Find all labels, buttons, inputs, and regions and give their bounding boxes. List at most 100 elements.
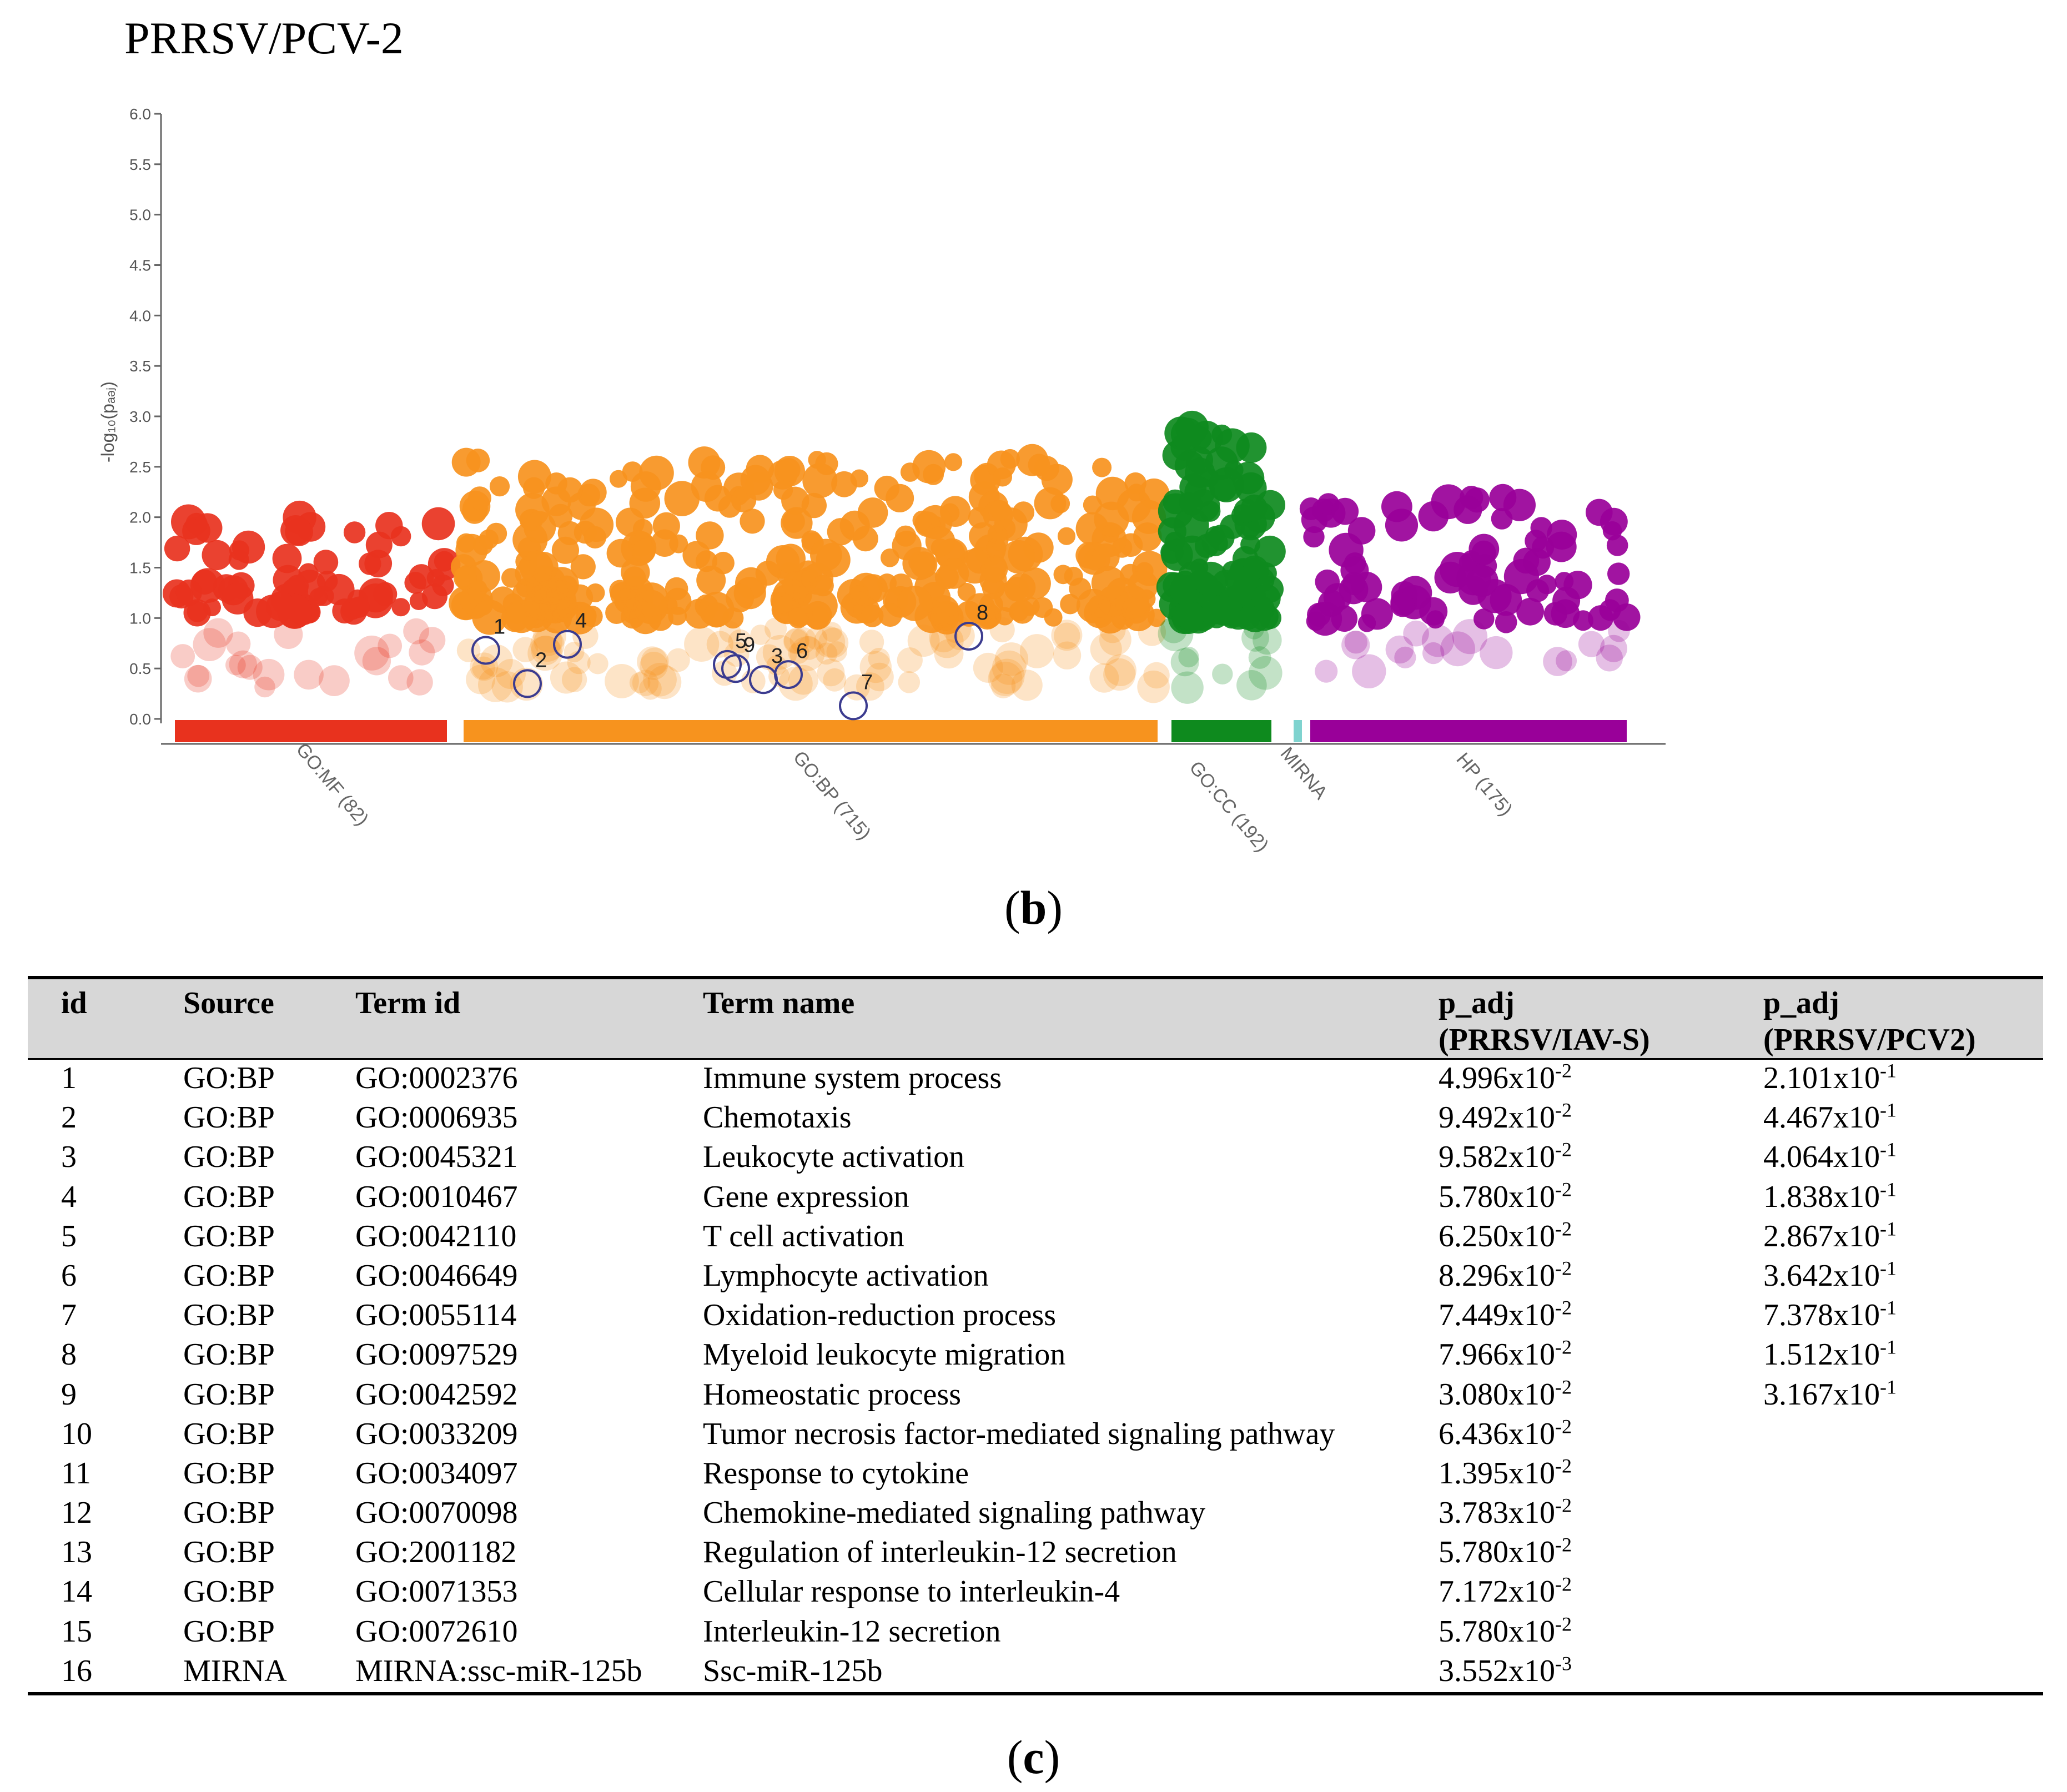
term-dot xyxy=(902,547,936,581)
term-dot-nonsignificant xyxy=(788,665,818,695)
p2-exponent: -1 xyxy=(1880,1257,1897,1280)
term-dot xyxy=(990,500,1010,521)
term-dot xyxy=(995,607,1014,626)
term-dot xyxy=(665,577,688,601)
highlighted-term-circle xyxy=(513,669,542,698)
term-dot xyxy=(1092,457,1112,477)
cell-id: 8 xyxy=(61,1337,77,1372)
cell-term-name: Interleukin-12 secretion xyxy=(703,1614,1001,1649)
term-dot-nonsignificant xyxy=(170,644,195,668)
term-dot-nonsignificant xyxy=(1170,648,1199,677)
cell-id: 13 xyxy=(61,1535,92,1570)
term-dot-nonsignificant xyxy=(550,661,582,694)
p1-exponent: -2 xyxy=(1555,1099,1572,1121)
term-dot xyxy=(409,592,428,610)
cell-term-id: GO:0055114 xyxy=(355,1298,517,1333)
cell-p-adj-iav: 3.552x10-3 xyxy=(1439,1653,1763,1694)
term-dot xyxy=(1602,521,1622,541)
cell-p-adj-pcv2: 4.064x10-1 xyxy=(1763,1139,2043,1178)
term-dot xyxy=(965,593,995,624)
cell-term-id: MIRNA:ssc-miR-125b xyxy=(355,1653,642,1688)
source-bar xyxy=(1171,720,1271,742)
source-label: GO:MF (82) xyxy=(292,739,373,829)
y-tick-label: 4.5 xyxy=(129,257,151,274)
term-dot xyxy=(1236,432,1267,463)
term-dot xyxy=(632,540,656,563)
terms-table-wrap: id Source Term id Term name p_adj (PRRSV… xyxy=(28,976,2043,1695)
term-dot-nonsignificant xyxy=(1053,641,1082,670)
cell-p-adj-iav: 3.080x10-2 xyxy=(1439,1376,1763,1416)
term-dot-nonsignificant xyxy=(193,628,227,661)
cell-p-adj-iav: 6.436x10-2 xyxy=(1439,1416,1763,1455)
term-dot-nonsignificant xyxy=(728,629,752,653)
caption-c-letter: c xyxy=(1023,1730,1044,1784)
term-dot-nonsignificant xyxy=(587,653,608,674)
term-dot xyxy=(1193,561,1229,597)
term-dot-nonsignificant xyxy=(403,618,429,645)
cell-term-name: T cell activation xyxy=(703,1219,904,1254)
term-dot xyxy=(897,586,933,621)
term-dot-nonsignificant xyxy=(184,665,212,693)
cell-id: 16 xyxy=(61,1653,92,1688)
term-dot xyxy=(581,606,603,627)
p1-exponent: -2 xyxy=(1555,1454,1572,1477)
term-dot xyxy=(740,509,765,534)
cell-term-id: GO:2001182 xyxy=(355,1535,517,1570)
term-dot xyxy=(529,552,559,582)
term-dot xyxy=(610,470,627,488)
term-dot xyxy=(232,530,265,564)
term-dot xyxy=(365,531,393,558)
term-dot-nonsignificant xyxy=(815,642,838,665)
term-dot-nonsignificant xyxy=(480,644,513,677)
cell-term-id: GO:0045321 xyxy=(355,1140,518,1175)
term-dot xyxy=(454,566,477,590)
term-dot-nonsignificant xyxy=(1138,618,1166,646)
table-row: 10 GO:BP GO:0033209 Tumor necrosis factor-m… xyxy=(28,1416,2043,1455)
term-dot xyxy=(409,564,434,590)
term-dot xyxy=(343,521,366,543)
y-tick-label: 2.0 xyxy=(129,509,151,526)
term-dot xyxy=(1251,584,1281,613)
term-dot xyxy=(1331,497,1359,525)
term-dot xyxy=(1361,598,1393,630)
cell-source: GO:BP xyxy=(183,1574,275,1609)
term-dot xyxy=(987,524,1008,544)
term-dot xyxy=(1094,501,1129,537)
term-dot xyxy=(421,507,455,541)
table-row: 16 MIRNA MIRNA:ssc-miR-125b Ssc-miR-125b 3.5… xyxy=(28,1653,2043,1694)
term-dot-nonsignificant xyxy=(1143,662,1170,689)
cell-p-adj-iav: 1.395x10-2 xyxy=(1439,1455,1763,1494)
highlighted-term-label: 7 xyxy=(861,671,873,694)
cell-source: GO:BP xyxy=(183,1614,275,1649)
term-dot xyxy=(489,476,510,497)
term-dot xyxy=(164,535,190,562)
table-row: 9 GO:BP GO:0042592 Homeostatic process 3.080… xyxy=(28,1376,2043,1416)
highlighted-terms: 1 2 3 4 5 6 7 8 9 xyxy=(471,601,988,721)
term-dot-nonsignificant xyxy=(378,633,403,658)
term-dot xyxy=(1306,611,1326,631)
cell-source: GO:BP xyxy=(183,1377,275,1412)
term-dot-nonsignificant xyxy=(495,659,526,689)
cell-source: GO:BP xyxy=(183,1258,275,1293)
term-dot xyxy=(1503,489,1536,521)
term-dot xyxy=(900,462,920,482)
term-dot-nonsignificant xyxy=(1421,625,1454,657)
term-dot-nonsignificant xyxy=(856,672,884,701)
cell-p-adj-pcv2 xyxy=(1763,1534,2043,1573)
term-dot xyxy=(664,481,700,516)
cell-p-adj-pcv2 xyxy=(1763,1613,2043,1653)
cell-p-adj-iav: 4.996x10-2 xyxy=(1439,1059,1763,1100)
cell-p-adj-iav: 8.296x10-2 xyxy=(1439,1257,1763,1297)
p2-exponent: -1 xyxy=(1880,1217,1897,1240)
y-tick-label: 6.0 xyxy=(129,105,151,123)
term-dot xyxy=(426,568,445,588)
term-dot xyxy=(668,606,687,626)
cell-id: 1 xyxy=(61,1061,77,1095)
p2-exponent: -1 xyxy=(1880,1138,1897,1161)
term-dot xyxy=(273,565,303,595)
cell-id: 7 xyxy=(61,1298,77,1333)
p2-mantissa: 2.867x10 xyxy=(1763,1219,1880,1254)
term-dot-nonsignificant xyxy=(1440,631,1476,667)
p2-exponent: -1 xyxy=(1880,1099,1897,1121)
term-dot xyxy=(1131,500,1166,535)
